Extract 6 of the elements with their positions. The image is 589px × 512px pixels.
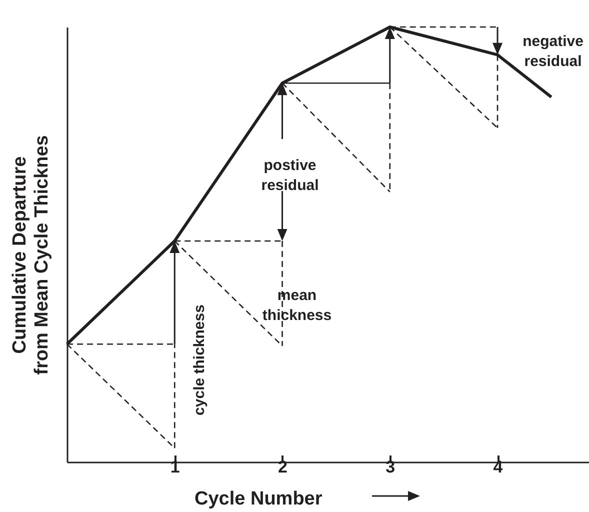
annotation: cycle thickness (191, 304, 208, 416)
y-axis-title: Cumulative Departure from Mean Cycle Thicknes (10, 135, 52, 375)
annotation: negative residual (522, 33, 584, 70)
x-axis-title: Cycle Number (194, 488, 323, 510)
annotation: mean thickness (262, 287, 332, 324)
annotation: postive residual (261, 157, 319, 194)
